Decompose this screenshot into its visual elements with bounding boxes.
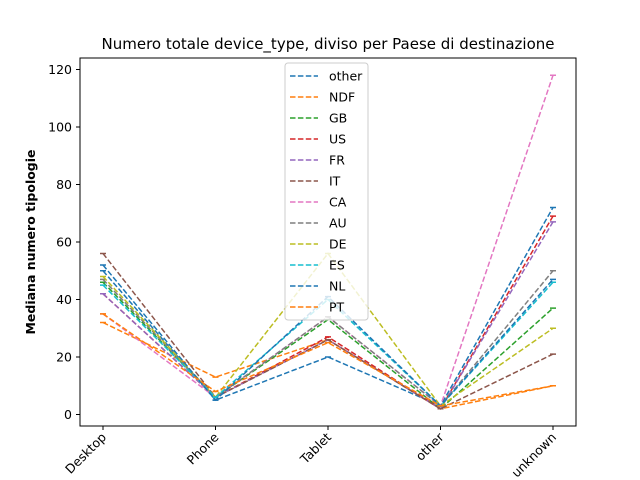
- y-tick-label: 80: [56, 177, 72, 192]
- legend-label: other: [329, 69, 363, 84]
- legend-label: AU: [329, 216, 347, 231]
- legend: other NDF GB US FR IT CA AU DE ES NL PT: [284, 62, 369, 321]
- x-tick-label: other: [412, 429, 447, 464]
- x-tick-label: Tablet: [296, 429, 334, 467]
- y-axis: 0 20 40 60 80 100 120: [48, 62, 80, 422]
- legend-label: FR: [329, 153, 345, 168]
- y-tick-label: 100: [48, 120, 72, 135]
- legend-label: NL: [329, 279, 345, 294]
- legend-label: GB: [329, 111, 347, 126]
- legend-label: ES: [329, 258, 345, 273]
- series-line-ndf: [102, 321, 554, 410]
- y-tick-label: 120: [48, 62, 72, 77]
- x-tick-label: unknown: [508, 430, 559, 480]
- legend-box: [284, 62, 369, 321]
- legend-label: PT: [329, 300, 345, 315]
- legend-label: US: [329, 132, 346, 147]
- x-axis: Desktop Phone Tablet other unknown: [62, 426, 559, 480]
- x-tick-label: Phone: [184, 429, 222, 467]
- legend-label: NDF: [329, 90, 355, 105]
- y-tick-label: 40: [56, 292, 72, 307]
- y-tick-label: 0: [64, 407, 72, 422]
- legend-label: DE: [329, 237, 347, 252]
- chart-title: Numero totale device_type, diviso per Pa…: [102, 35, 555, 54]
- series-line-pt: [102, 313, 554, 407]
- y-tick-label: 20: [56, 350, 72, 365]
- legend-label: CA: [329, 195, 347, 210]
- y-tick-label: 60: [56, 235, 72, 250]
- y-axis-label: Mediana numero tipologie: [23, 149, 38, 334]
- legend-label: IT: [329, 174, 341, 189]
- x-tick-label: Desktop: [62, 429, 109, 476]
